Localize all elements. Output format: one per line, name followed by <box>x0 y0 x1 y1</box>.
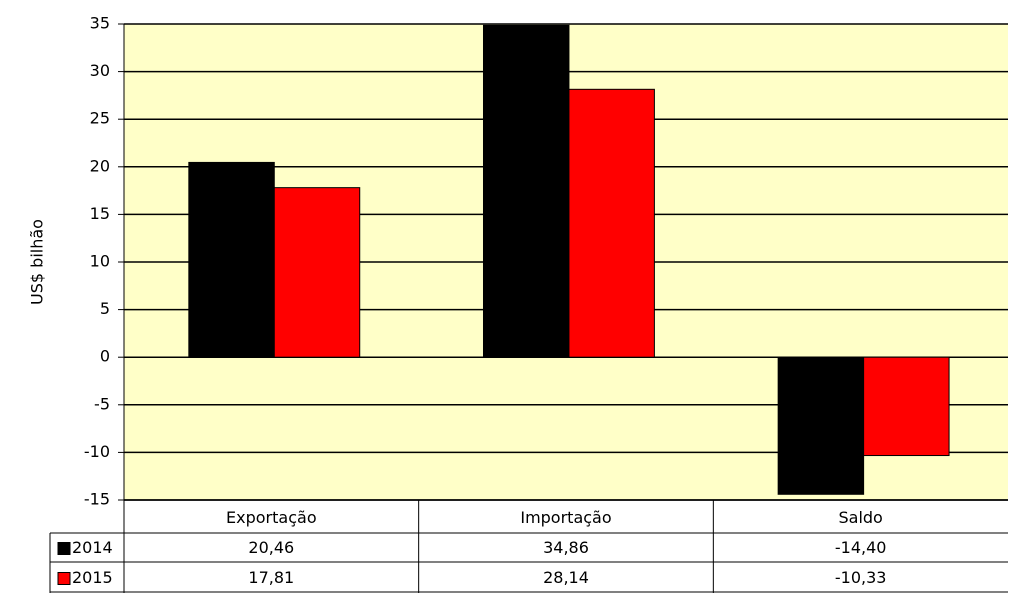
bar <box>777 356 865 495</box>
y-axis-label: US$ bilhão <box>28 219 47 305</box>
y-tick-label: 25 <box>90 109 110 128</box>
bar <box>273 187 361 358</box>
y-tick-label: 35 <box>90 14 110 33</box>
y-tick-label: -15 <box>84 490 110 509</box>
y-tick-label: 15 <box>90 204 110 223</box>
data-label: 20,46 <box>248 538 294 557</box>
data-label: 34,86 <box>543 538 589 557</box>
y-tick-label: 5 <box>100 299 110 318</box>
x-tick-label: Importação <box>520 508 611 527</box>
y-tick-label: -10 <box>84 442 110 461</box>
y-tick-label: 10 <box>90 252 110 271</box>
y-tick-label: 30 <box>90 61 110 80</box>
legend-key <box>57 542 71 555</box>
data-label: 28,14 <box>543 568 589 587</box>
y-tick-label: 20 <box>90 156 110 175</box>
data-label: -10,33 <box>835 568 887 587</box>
x-tick-label: Exportação <box>226 508 317 527</box>
legend-label: 2014 <box>72 538 113 557</box>
y-tick-label: 0 <box>100 347 110 366</box>
legend-key <box>57 572 71 585</box>
bar <box>568 88 655 358</box>
legend-label: 2015 <box>72 568 113 587</box>
bar <box>863 356 950 457</box>
data-label: -14,40 <box>835 538 887 557</box>
y-tick-label: -5 <box>94 394 110 413</box>
bar <box>188 161 275 358</box>
data-label: 17,81 <box>248 568 294 587</box>
bar <box>482 24 570 358</box>
x-tick-label: Saldo <box>838 508 882 527</box>
